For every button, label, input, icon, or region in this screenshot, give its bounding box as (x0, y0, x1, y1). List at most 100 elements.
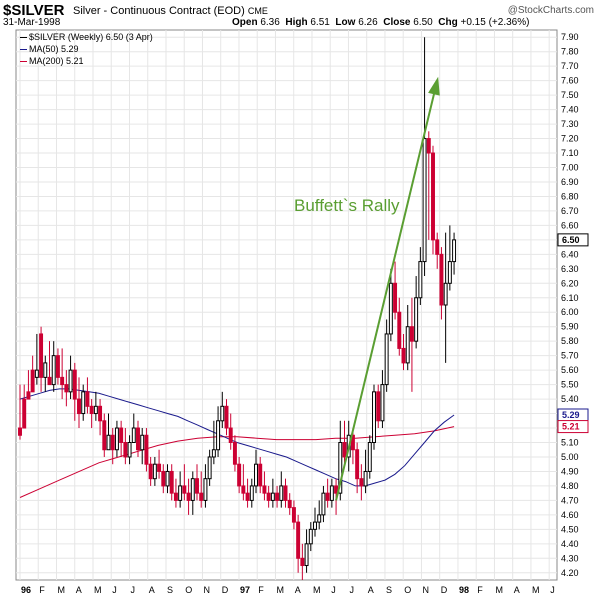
candle-body (447, 261, 452, 284)
candle-body (119, 427, 124, 443)
x-tick-label: J (112, 585, 117, 595)
x-tick-label: M (313, 585, 321, 595)
candle-body (98, 405, 103, 422)
x-tick-label: 98 (459, 585, 469, 595)
candle-body (254, 463, 258, 487)
candle-body (144, 434, 149, 465)
x-tick-label: J (130, 585, 135, 595)
candle-body (426, 138, 431, 154)
candle-body (270, 492, 275, 501)
candle-body (161, 470, 166, 487)
x-tick-label: M (57, 585, 64, 595)
candle-body (77, 398, 81, 415)
x-tick-label: A (368, 585, 374, 595)
candle-body (178, 485, 183, 501)
x-tick-label: M (276, 585, 284, 595)
legend-ma200: MA(200) 5.21 (20, 55, 153, 67)
candle-body (148, 463, 153, 480)
y-tick-label: 7.90 (561, 32, 579, 42)
y-tick-label: 5.00 (561, 452, 579, 462)
candle-body (110, 434, 115, 451)
instrument-name: Silver - Continuous Contract (EOD) CME (73, 5, 268, 17)
y-tick-label: 7.60 (561, 76, 579, 86)
y-tick-label: 6.60 (561, 220, 579, 230)
candle-body (106, 434, 111, 451)
candle-body (51, 355, 56, 386)
candle-body (114, 427, 119, 451)
candle-body (43, 362, 48, 378)
y-tick-label: 6.40 (561, 249, 579, 259)
annotation-label: Buffett`s Rally (294, 196, 400, 215)
x-tick-label: N (203, 585, 210, 595)
x-tick-label: A (76, 585, 82, 595)
legend-ma50-swatch (20, 49, 27, 51)
y-tick-label: 7.40 (561, 105, 579, 115)
x-tick-label: J (331, 585, 336, 595)
y-tick-label: 4.70 (561, 495, 579, 505)
candle-body (102, 420, 107, 451)
x-tick-label: D (441, 585, 448, 595)
candle-body (211, 449, 216, 458)
y-tick-label: 5.90 (561, 322, 579, 332)
chart-header: $SILVER Silver - Continuous Contract (EO… (0, 0, 600, 30)
legend-price-swatch (20, 37, 27, 39)
legend-price: $SILVER (Weekly) 6.50 (3 Apr) (20, 31, 153, 43)
candle-body (384, 333, 389, 386)
candle-body (266, 492, 271, 501)
y-tick-label: 5.70 (561, 351, 579, 361)
candle-body (173, 492, 178, 501)
candle-body (372, 391, 376, 443)
candle-body (195, 478, 199, 494)
legend-ma50: MA(50) 5.29 (20, 43, 153, 55)
candle-body (216, 420, 221, 451)
chg-value: +0.15 (+2.36%) (460, 17, 530, 28)
candle-body (350, 434, 355, 451)
candle-body (313, 521, 317, 530)
candle-body (321, 492, 326, 516)
candle-body (279, 485, 284, 501)
legend-ma200-swatch (20, 61, 27, 63)
last-value-tag: 5.21 (557, 420, 589, 434)
y-tick-label: 4.60 (561, 510, 579, 520)
last-value-tag: 5.29 (557, 408, 589, 422)
x-tick-label: 97 (240, 585, 250, 595)
x-tick-label: A (514, 585, 520, 595)
x-tick-label: J (349, 585, 354, 595)
y-tick-label: 5.40 (561, 394, 579, 404)
ticker-symbol: $SILVER (3, 2, 65, 19)
candle-body (380, 384, 385, 422)
x-tick-label: A (149, 585, 155, 595)
candle-body (157, 463, 162, 472)
y-tick-label: 7.00 (561, 163, 579, 173)
y-tick-label: 5.60 (561, 365, 579, 375)
x-tick-label: F (39, 585, 45, 595)
candle-body (152, 463, 157, 480)
candle-body (435, 239, 440, 255)
rally-arrow-head (428, 76, 440, 96)
y-tick-label: 7.10 (561, 148, 579, 158)
last-value-tag: 6.50 (557, 233, 589, 247)
x-tick-label: N (422, 585, 429, 595)
high-label: High (285, 17, 308, 28)
y-tick-label: 6.20 (561, 278, 579, 288)
candle-body (127, 442, 132, 458)
x-tick-label: 96 (21, 585, 31, 595)
legend-price-label: $SILVER (Weekly) 6.50 (3 Apr) (29, 32, 153, 42)
candle-body (414, 297, 419, 342)
y-tick-label: 4.50 (561, 524, 579, 534)
candle-body (47, 376, 52, 386)
y-tick-label: 6.90 (561, 177, 579, 187)
candle-body (338, 442, 343, 494)
candle-body (199, 492, 204, 501)
candle-body (186, 492, 191, 501)
candle-body (136, 427, 140, 451)
x-tick-label: F (258, 585, 264, 595)
x-tick-label: A (295, 585, 301, 595)
last-value-text: 6.50 (562, 235, 580, 245)
y-tick-label: 7.30 (561, 119, 579, 129)
last-value-box (557, 420, 589, 434)
brand-label: @StockCharts.com (507, 5, 594, 16)
x-tick-label: M (94, 585, 102, 595)
candle-body (60, 376, 65, 386)
